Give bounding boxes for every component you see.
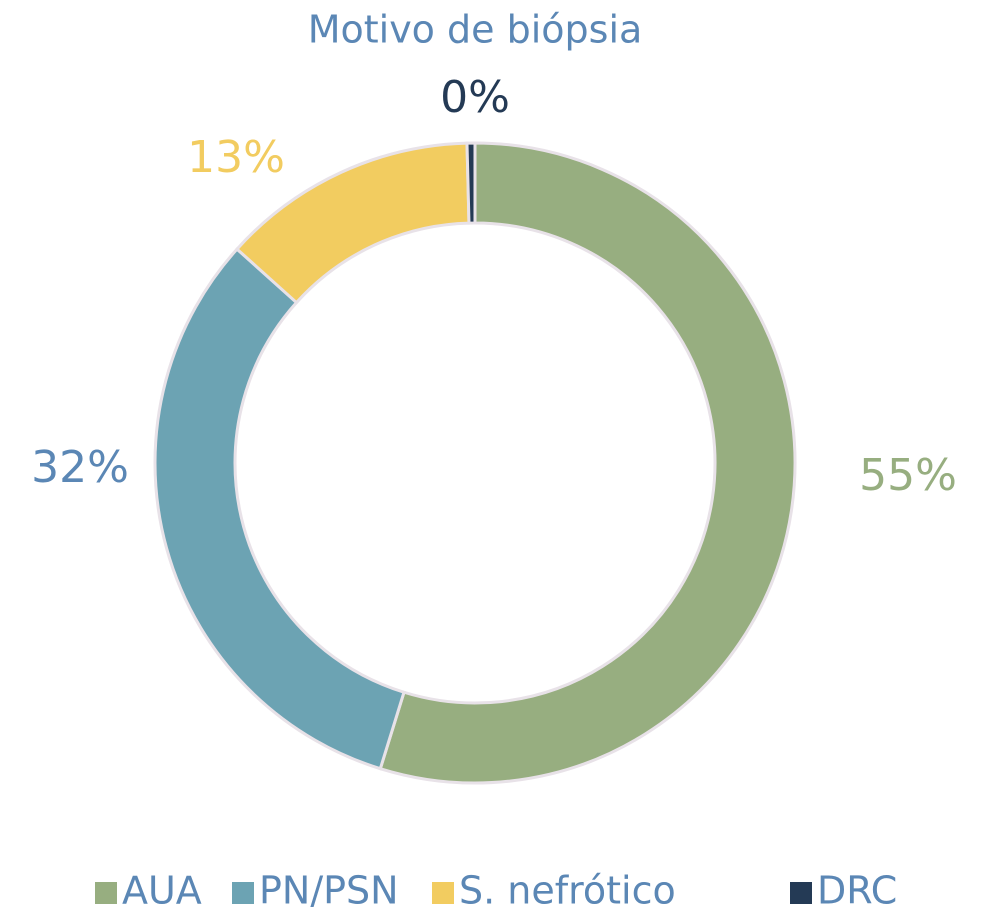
data-label: 13%	[187, 132, 285, 183]
legend-swatch	[432, 882, 454, 904]
donut-slice	[465, 141, 477, 225]
legend-swatch	[232, 882, 254, 904]
legend-swatch	[95, 882, 117, 904]
data-label: 32%	[31, 442, 129, 493]
legend-label: DRC	[817, 869, 897, 913]
donut-slice	[153, 246, 406, 771]
legend-swatch	[790, 882, 812, 904]
legend-label: AUA	[122, 869, 202, 913]
legend-label: PN/PSN	[259, 869, 399, 913]
donut-slice	[378, 141, 797, 785]
data-label: 0%	[440, 72, 510, 123]
chart-title: Motivo de biópsia	[308, 8, 643, 52]
legend-label: S. nefrótico	[459, 869, 676, 913]
data-label: 55%	[859, 450, 957, 501]
